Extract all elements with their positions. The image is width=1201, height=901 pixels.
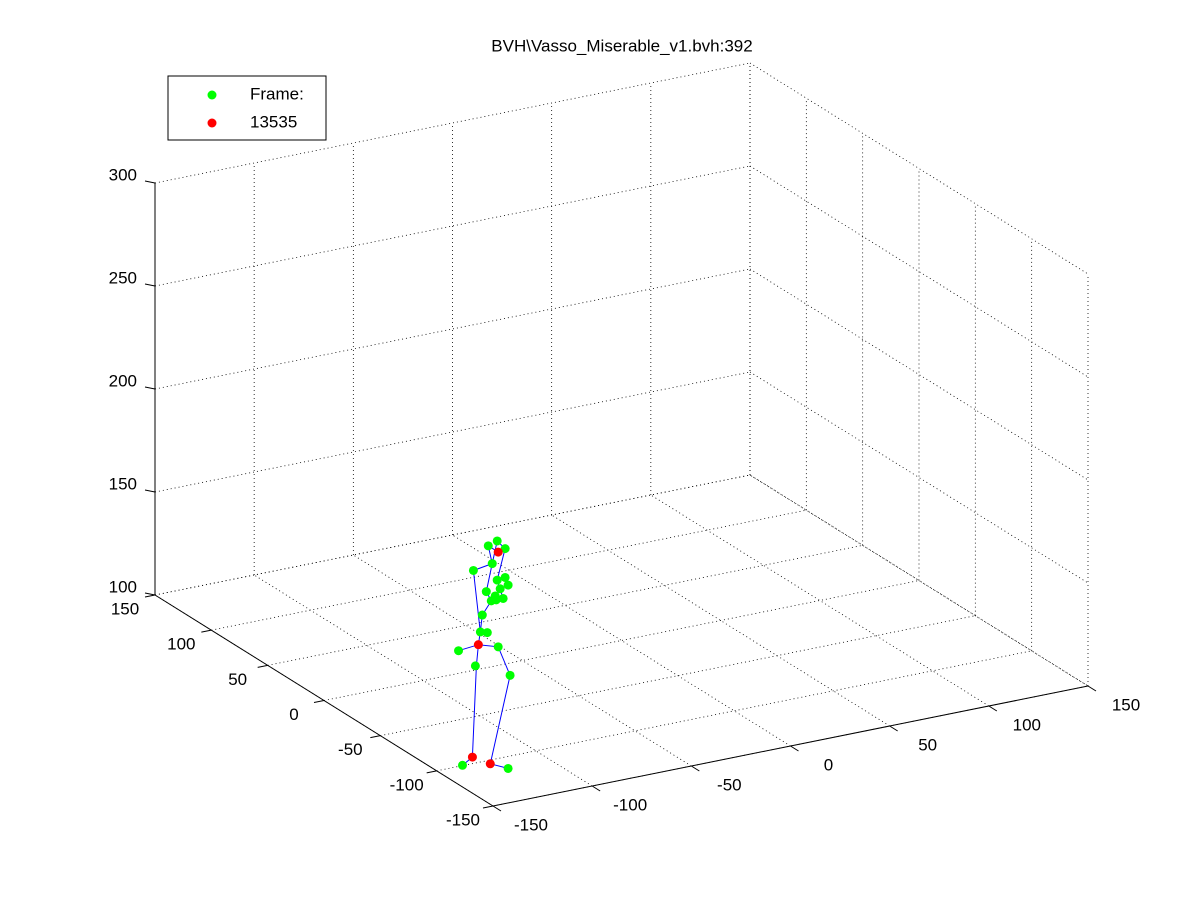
tick-mark — [144, 283, 156, 287]
grid-line — [353, 554, 692, 767]
tick-mark — [492, 805, 502, 812]
joint-marker — [503, 763, 513, 773]
legend-label: 13535 — [250, 112, 297, 131]
grid-line — [749, 62, 1089, 275]
tick-mark — [257, 664, 268, 668]
grid-line — [267, 544, 863, 666]
joint-marker — [487, 559, 497, 569]
joint-marker — [503, 580, 513, 590]
x-tick-label: 150 — [1112, 695, 1140, 714]
bone-line — [458, 540, 511, 769]
joint-marker — [495, 584, 505, 594]
tick-mark — [691, 765, 700, 772]
joint-marker — [482, 628, 492, 638]
joint-marker — [493, 547, 503, 557]
x-tick-label: 0 — [824, 755, 833, 774]
z-tick-label: 100 — [109, 577, 137, 596]
tick-mark — [144, 180, 156, 184]
tick-mark — [889, 725, 898, 732]
y-tick-label: -100 — [390, 775, 424, 794]
grid-line — [452, 534, 791, 747]
joint-marker — [477, 610, 487, 620]
grid-line — [253, 574, 593, 787]
tick-mark — [144, 594, 156, 598]
joint-marker — [483, 541, 493, 551]
joint-marker — [473, 640, 483, 650]
tick-mark — [313, 700, 325, 703]
legend-marker — [207, 118, 217, 128]
tick-mark — [201, 629, 212, 633]
y-tick-label: -150 — [446, 810, 480, 829]
legend-box — [167, 75, 327, 141]
tick-mark — [144, 489, 156, 493]
joint-marker — [505, 670, 515, 680]
tick-mark — [790, 745, 799, 752]
tick-mark — [144, 386, 156, 390]
x-tick-label: -100 — [613, 795, 647, 814]
joint-marker — [491, 595, 501, 605]
grid-line — [650, 494, 990, 707]
y-tick-label: 150 — [111, 599, 139, 618]
tick-mark — [144, 592, 156, 596]
y-tick-label: 50 — [228, 670, 247, 689]
z-tick-label: 200 — [109, 371, 137, 390]
joint-marker — [470, 661, 480, 671]
joint-marker — [475, 627, 485, 637]
tick-mark — [370, 735, 381, 739]
y-tick-label: 100 — [167, 635, 195, 654]
y-tick-label: -50 — [338, 740, 363, 759]
joint-marker — [454, 646, 464, 656]
joint-marker — [492, 536, 502, 546]
legend-marker — [207, 90, 217, 100]
grid-line — [749, 268, 1089, 481]
grid-line — [436, 650, 1032, 772]
x-tick-label: -150 — [514, 815, 548, 834]
x-tick-label: -50 — [717, 775, 742, 794]
grid-line — [323, 580, 920, 701]
grid-line — [749, 165, 1089, 378]
tick-mark — [988, 705, 998, 712]
joint-marker — [485, 759, 495, 769]
tick-mark — [426, 770, 437, 774]
joint-marker — [481, 587, 491, 597]
joint-marker — [500, 572, 510, 582]
joint-marker — [457, 760, 467, 770]
joint-marker — [493, 642, 503, 652]
joint-marker — [498, 593, 508, 603]
legend-label: Frame: — [250, 84, 304, 103]
tick-mark — [1087, 685, 1097, 692]
x-tick-label: 50 — [918, 735, 937, 754]
x-tick-label: 100 — [1013, 715, 1041, 734]
joint-marker — [468, 565, 478, 575]
z-tick-label: 300 — [109, 165, 137, 184]
chart-title: BVH\Vasso_Miserable_v1.bvh:392 — [491, 36, 752, 55]
y-tick-label: 0 — [289, 705, 298, 724]
z-tick-label: 150 — [109, 474, 137, 493]
tick-mark — [591, 785, 601, 792]
joint-marker — [500, 544, 510, 554]
joint-marker — [467, 752, 477, 762]
grid-line — [749, 474, 1089, 687]
grid-line — [749, 371, 1089, 584]
tick-mark — [482, 805, 494, 809]
joint-marker — [492, 575, 502, 585]
z-tick-label: 250 — [109, 268, 137, 287]
